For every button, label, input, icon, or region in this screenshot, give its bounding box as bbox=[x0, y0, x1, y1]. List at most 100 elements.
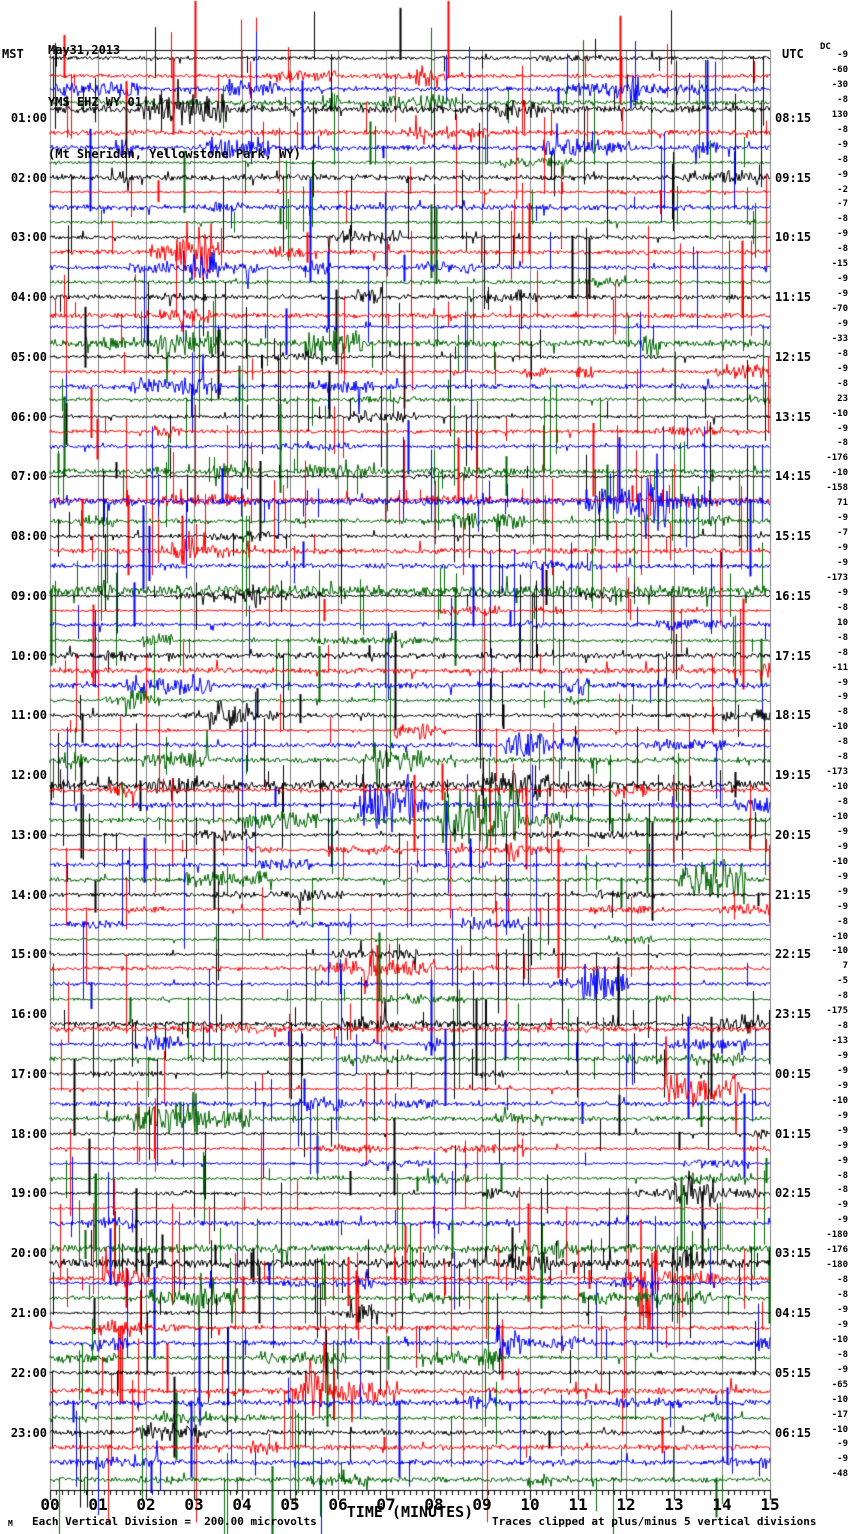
x-tick-label: 14 bbox=[712, 1495, 732, 1514]
dc-offset-value: -8 bbox=[837, 378, 848, 389]
dc-offset-value: -33 bbox=[831, 333, 848, 344]
dc-offset-value: -2 bbox=[837, 184, 848, 195]
dc-offset-value: -9 bbox=[837, 558, 848, 568]
dc-offset-value: -9 bbox=[837, 318, 848, 329]
dc-offset-value: -8 bbox=[837, 1021, 848, 1032]
left-time-label: 15:00 bbox=[10, 947, 47, 962]
dc-offset-value: -9 bbox=[837, 1110, 848, 1121]
dc-offset-value: -9 bbox=[837, 886, 848, 897]
dc-offset-value: -9 bbox=[837, 289, 848, 299]
right-time-label: 02:15 bbox=[775, 1186, 812, 1201]
dc-offset-value: -5 bbox=[837, 976, 848, 987]
x-tick-label: 13 bbox=[664, 1495, 684, 1514]
dc-offset-value: -65 bbox=[831, 1379, 848, 1390]
dc-offset-value: -17 bbox=[831, 1409, 848, 1420]
dc-offset-value: -9 bbox=[837, 1200, 848, 1211]
right-axis-title: UTC bbox=[782, 47, 804, 61]
dc-offset-value: -8 bbox=[837, 1170, 848, 1181]
dc-offset-value: -9 bbox=[837, 1065, 848, 1076]
dc-offset-value: -9 bbox=[837, 1364, 848, 1375]
right-time-label: 09:15 bbox=[775, 170, 812, 185]
dc-offset-value: -9 bbox=[837, 1454, 848, 1465]
dc-offset-value: -13 bbox=[831, 1036, 848, 1046]
dc-offset-value: -10 bbox=[831, 1424, 848, 1435]
dc-offset-value: -9 bbox=[837, 1319, 848, 1330]
left-time-label: 22:00 bbox=[10, 1365, 47, 1380]
dc-offset-value: -9 bbox=[837, 1155, 848, 1166]
dc-offset-value: -9 bbox=[837, 1125, 848, 1136]
dc-offset-value: -8 bbox=[837, 737, 848, 748]
dc-offset-value: -8 bbox=[837, 647, 848, 658]
dc-offset-value: -9 bbox=[837, 1140, 848, 1151]
dc-offset-value: -9 bbox=[837, 1439, 848, 1450]
dc-offset-value: -10 bbox=[831, 408, 848, 419]
title-block: May31,2013 YMS EHZ WY 01 (Mt Sheridan, Y… bbox=[48, 5, 301, 199]
dc-offset-value: -180 bbox=[826, 1260, 848, 1271]
left-time-label: 06:00 bbox=[10, 409, 47, 424]
right-time-label: 10:15 bbox=[775, 230, 812, 245]
right-time-label: 03:15 bbox=[775, 1246, 812, 1261]
right-time-label: 13:15 bbox=[775, 409, 812, 424]
dc-offset-value: -8 bbox=[837, 707, 848, 718]
dc-offset-value: -8 bbox=[837, 214, 848, 225]
x-tick-label: 09 bbox=[472, 1495, 492, 1514]
x-tick-label: 05 bbox=[280, 1495, 300, 1514]
dc-offset-value: -8 bbox=[837, 752, 848, 763]
dc-offset-value: -9 bbox=[837, 169, 848, 180]
left-time-label: 14:00 bbox=[10, 887, 47, 902]
dc-offset-value: -15 bbox=[831, 259, 848, 270]
left-time-label: 05:00 bbox=[10, 349, 47, 364]
x-tick-label: 07 bbox=[376, 1495, 396, 1514]
footer-scale-note: Each Vertical Division = 200.00 microvol… bbox=[32, 1515, 317, 1528]
dc-offset-value: -8 bbox=[837, 348, 848, 359]
x-tick-label: 10 bbox=[520, 1495, 540, 1514]
x-tick-label: 03 bbox=[184, 1495, 204, 1514]
right-time-label: 06:15 bbox=[775, 1425, 812, 1440]
dc-offset-value: -9 bbox=[837, 274, 848, 285]
title-date: May31,2013 bbox=[48, 43, 121, 57]
dc-offset-value: -180 bbox=[826, 1230, 848, 1241]
right-time-label: 14:15 bbox=[775, 469, 812, 484]
right-time-label: 21:15 bbox=[775, 887, 812, 902]
dc-offset-value: -9 bbox=[837, 139, 848, 150]
right-time-label: 08:15 bbox=[775, 110, 812, 125]
dc-offset-value: -10 bbox=[831, 931, 848, 942]
right-time-label: 22:15 bbox=[775, 947, 812, 962]
dc-offset-value: -9 bbox=[837, 50, 848, 60]
dc-offset-value: -9 bbox=[837, 1305, 848, 1315]
x-tick-label: 06 bbox=[328, 1495, 348, 1514]
left-time-label: 19:00 bbox=[10, 1186, 47, 1201]
title-station: YMS EHZ WY 01 bbox=[48, 95, 142, 109]
left-axis-title: MST bbox=[2, 47, 24, 61]
dc-offset-value: -10 bbox=[831, 1394, 848, 1405]
dc-offset-value: -8 bbox=[837, 244, 848, 255]
right-time-label: 12:15 bbox=[775, 349, 812, 364]
left-time-label: 11:00 bbox=[10, 708, 47, 723]
dc-offset-value: -10 bbox=[831, 1095, 848, 1106]
dc-offset-value: 10 bbox=[837, 617, 848, 628]
right-time-label: 11:15 bbox=[775, 290, 812, 304]
dc-offset-value: -10 bbox=[831, 811, 848, 822]
dc-offset-value: -9 bbox=[837, 1051, 848, 1061]
dc-offset-value: -9 bbox=[837, 229, 848, 240]
right-time-label: 20:15 bbox=[775, 827, 812, 842]
dc-offset-value: -9 bbox=[837, 901, 848, 912]
left-time-label: 10:00 bbox=[10, 648, 47, 663]
dc-offset-value: -9 bbox=[837, 543, 848, 553]
left-time-label: 07:00 bbox=[10, 469, 47, 484]
x-tick-label: 15 bbox=[760, 1495, 780, 1514]
dc-offset-value: -8 bbox=[837, 797, 848, 807]
dc-offset-value: -10 bbox=[831, 946, 848, 957]
dc-offset-value: -8 bbox=[837, 124, 848, 135]
x-tick-label: 12 bbox=[616, 1495, 636, 1514]
dc-offset-value: -9 bbox=[837, 587, 848, 598]
dc-offset-value: -8 bbox=[837, 991, 848, 1002]
dc-offset-value: 23 bbox=[837, 393, 848, 404]
dc-offset-value: -10 bbox=[831, 722, 848, 733]
dc-offset-value: -9 bbox=[837, 1080, 848, 1091]
dc-offset-value: -8 bbox=[837, 154, 848, 165]
title-location: (Mt Sheridan, Yellowstone Park, WY) bbox=[48, 147, 301, 161]
left-time-label: 17:00 bbox=[10, 1066, 47, 1081]
